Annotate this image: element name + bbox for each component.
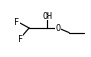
- Text: OH: OH: [42, 12, 52, 20]
- Text: F: F: [14, 17, 19, 26]
- Text: O: O: [56, 24, 61, 33]
- Text: F: F: [18, 34, 22, 43]
